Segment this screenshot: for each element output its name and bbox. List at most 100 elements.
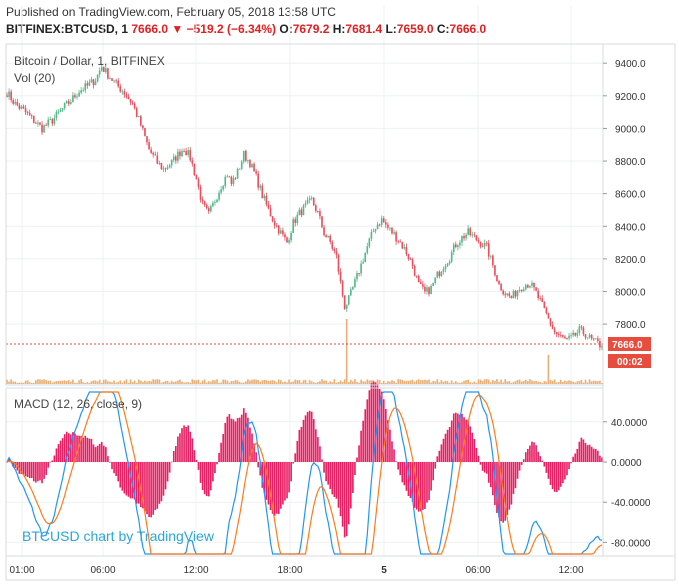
volume-bar — [242, 382, 245, 384]
volume-bar — [543, 381, 546, 384]
macd-tick-label: -40.0000 — [611, 498, 651, 509]
candle-body — [576, 332, 579, 336]
candle-body — [483, 243, 486, 247]
volume-bar — [86, 382, 89, 384]
volume-bar — [240, 382, 243, 384]
candle-body — [518, 289, 521, 291]
macd-histogram-bar — [370, 383, 373, 462]
candle-body — [164, 168, 167, 170]
candle-body — [160, 162, 163, 170]
volume-bar — [345, 319, 348, 384]
macd-histogram-bar — [263, 462, 266, 493]
volume-bar — [61, 380, 64, 384]
candle-body — [86, 83, 89, 86]
macd-histogram-bar — [12, 462, 15, 467]
volume-bar — [218, 382, 220, 384]
macd-histogram-bar — [205, 462, 208, 497]
chart-title: Bitcoin / Dollar, 1, BITFINEX — [14, 54, 165, 68]
volume-bar — [578, 381, 581, 384]
volume-bar — [228, 382, 231, 384]
macd-histogram-bar — [387, 420, 389, 462]
macd-histogram-bar — [345, 462, 348, 537]
volume-bar — [26, 380, 29, 384]
volume-bar — [347, 382, 350, 384]
candle-body — [20, 106, 23, 109]
candle-body — [399, 241, 402, 243]
candle-body — [280, 230, 282, 234]
candle-body — [16, 101, 19, 106]
candle-body — [234, 178, 237, 180]
volume-bar — [397, 379, 399, 384]
volume-bar — [537, 381, 539, 384]
volume-bar — [471, 382, 474, 384]
candle-body — [477, 240, 480, 242]
macd-histogram-bar — [273, 462, 276, 516]
candle-body — [426, 287, 428, 292]
volume-bar — [152, 379, 155, 384]
volume-bar — [364, 381, 367, 384]
candle-body — [255, 171, 257, 174]
macd-histogram-bar — [280, 462, 282, 509]
volume-bar — [146, 381, 148, 384]
volume-bars — [6, 319, 603, 384]
candle-body — [179, 151, 181, 157]
candle-body — [368, 238, 371, 247]
macd-histogram-bar — [485, 462, 488, 474]
macd-histogram-bar — [430, 462, 432, 491]
volume-bar — [599, 380, 601, 384]
volume-bar — [551, 380, 554, 384]
macd-histogram-bar — [253, 443, 255, 462]
candle-body — [45, 125, 47, 126]
volume-bar — [251, 379, 253, 384]
macd-histogram-bar — [166, 462, 169, 482]
macd-histogram-bar — [245, 412, 247, 462]
macd-histogram-bar — [175, 446, 177, 462]
macd-histogram-bar — [164, 462, 167, 490]
candle-body — [238, 168, 241, 170]
macd-histogram-bar — [210, 462, 212, 491]
macd-histogram-bar — [483, 462, 486, 473]
candle-body — [516, 290, 519, 297]
macd-histogram-bar — [61, 438, 64, 462]
macd-histogram-bar — [494, 462, 496, 506]
macd-histogram-bar — [80, 435, 82, 462]
volume-bar — [98, 379, 101, 384]
volume-bar — [88, 382, 91, 384]
macd-histogram-bar — [82, 437, 85, 462]
candle-body — [331, 242, 334, 249]
candle-body — [117, 80, 120, 87]
candle-body — [465, 234, 467, 239]
candle-body — [304, 203, 307, 206]
macd-histogram-bar — [20, 462, 23, 474]
time-axis-ticks: 01:00 06:00 12:00 18:00 5 06:00 12:00 — [9, 565, 583, 576]
candle-body — [195, 175, 198, 180]
macd-histogram-bar — [459, 414, 461, 462]
volume-bar — [131, 382, 134, 384]
volume-bar — [520, 381, 523, 384]
volume-bar — [337, 382, 340, 384]
macd-histogram-bar — [78, 435, 80, 462]
macd-histogram-bar — [463, 417, 465, 462]
candle-body — [245, 150, 247, 161]
macd-histogram-bar — [51, 460, 54, 462]
volume-bar — [18, 382, 21, 384]
volume-bar — [417, 379, 420, 384]
candle-body — [409, 259, 412, 260]
macd-histogram-bar — [319, 446, 321, 462]
candle-body — [123, 91, 126, 95]
macd-histogram-bar — [446, 429, 449, 462]
volume-bar — [582, 382, 585, 384]
macd-histogram-bar — [372, 381, 375, 462]
candle-body — [166, 167, 169, 169]
macd-histogram-bar — [203, 462, 206, 495]
macd-histogram-bar — [432, 462, 434, 481]
volume-bar — [63, 380, 66, 384]
volume-bar — [275, 382, 278, 384]
volume-bar — [269, 380, 272, 384]
volume-bar — [144, 380, 146, 384]
macd-histogram-bar — [380, 391, 383, 462]
volume-bar — [446, 381, 449, 384]
volume-bar — [463, 380, 465, 384]
volume-bar — [584, 379, 587, 384]
